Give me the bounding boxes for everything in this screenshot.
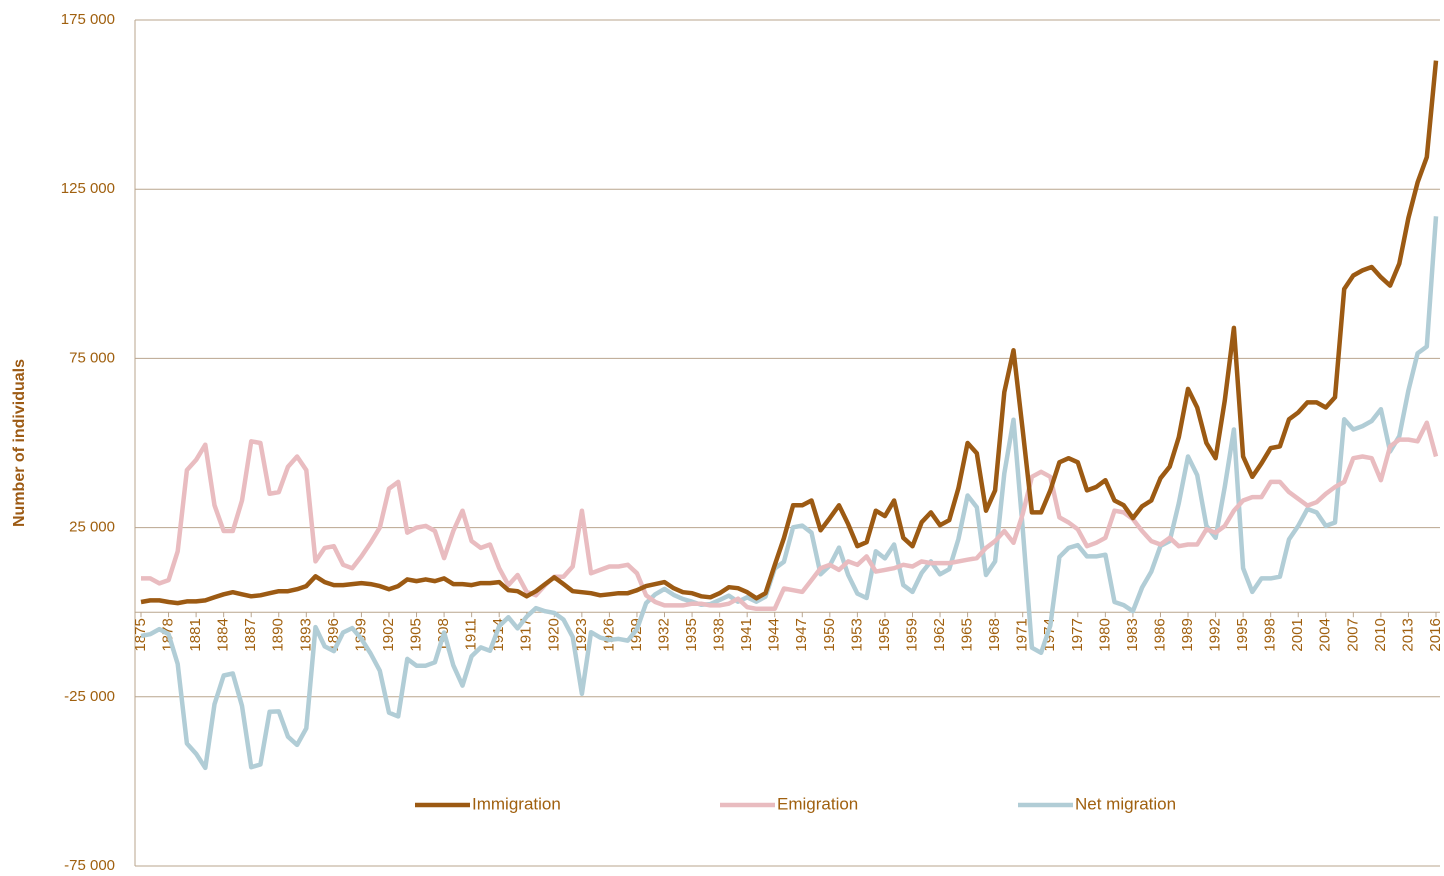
x-tick-label: 1917: [518, 618, 535, 651]
x-tick-label: 1926: [600, 618, 617, 651]
x-tick-label: 1980: [1096, 618, 1113, 651]
x-tick-label: 1941: [738, 618, 755, 651]
legend-label: Immigration: [472, 794, 561, 813]
x-tick-label: 1902: [380, 618, 397, 651]
series-line: [141, 420, 1439, 612]
x-tick-label: 1989: [1179, 618, 1196, 651]
x-tick-label: 2004: [1317, 618, 1334, 651]
x-tick-label: 1956: [876, 618, 893, 651]
x-tick-label: 1992: [1207, 618, 1224, 651]
x-tick-label: 1947: [793, 618, 810, 651]
y-axis-title: Number of individuals: [11, 359, 28, 527]
x-tick-label: 1932: [655, 618, 672, 651]
x-tick-label: 1950: [821, 618, 838, 651]
x-tick-label: 1875: [132, 618, 149, 651]
legend-label: Net migration: [1075, 794, 1176, 813]
x-tick-label: 1986: [1151, 618, 1168, 651]
x-tick-label: 1929: [628, 618, 645, 651]
x-tick-label: 2016: [1427, 618, 1444, 651]
x-tick-label: 1998: [1262, 618, 1279, 651]
series-line: [140, 60, 1439, 606]
x-tick-label: 1887: [242, 618, 259, 651]
x-tick-label: 2013: [1399, 618, 1416, 651]
y-tick-label: 25 000: [69, 519, 115, 536]
x-tick-label: 1959: [903, 618, 920, 651]
x-tick-label: 1905: [408, 618, 425, 651]
legend-label: Emigration: [777, 794, 858, 813]
y-tick-label: 175 000: [61, 11, 115, 28]
x-tick-label: 1983: [1124, 618, 1141, 651]
x-tick-label: 1995: [1234, 618, 1251, 651]
x-tick-label: 1920: [545, 618, 562, 651]
x-tick-label: 1971: [1014, 618, 1031, 651]
x-tick-label: 1923: [573, 618, 590, 651]
y-tick-label: 125 000: [61, 180, 115, 197]
x-tick-label: 1935: [683, 618, 700, 651]
y-tick-label: -75 000: [64, 857, 115, 874]
x-tick-label: 1953: [848, 618, 865, 651]
series-line: [140, 216, 1439, 771]
x-tick-label: 1944: [766, 618, 783, 651]
x-tick-label: 1884: [215, 618, 232, 651]
x-tick-label: 1977: [1069, 618, 1086, 651]
x-tick-label: 1881: [187, 618, 204, 651]
x-tick-label: 1893: [297, 618, 314, 651]
x-tick-label: 1890: [270, 618, 287, 651]
x-tick-label: 2007: [1344, 618, 1361, 651]
y-tick-label: 75 000: [69, 349, 115, 366]
x-tick-label: 1911: [463, 618, 480, 650]
x-tick-label: 1965: [959, 618, 976, 651]
y-tick-label: -25 000: [64, 688, 115, 705]
x-tick-label: 2001: [1289, 618, 1306, 651]
x-tick-label: 2010: [1372, 618, 1389, 651]
x-tick-label: 1938: [711, 618, 728, 651]
x-tick-label: 1962: [931, 618, 948, 651]
x-tick-label: 1968: [986, 618, 1003, 651]
